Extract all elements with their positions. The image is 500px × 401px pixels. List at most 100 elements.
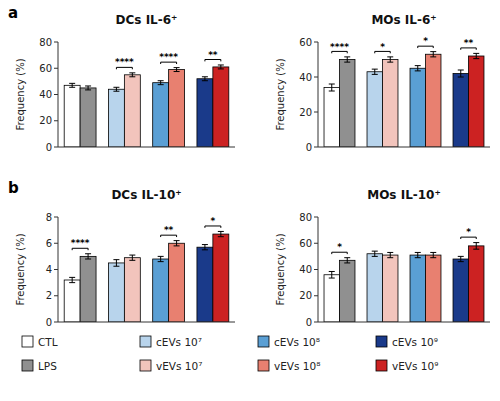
error-cap [85, 85, 91, 86]
y-axis-label: Frequency (%) [15, 233, 26, 305]
error-bar [430, 52, 436, 57]
error-bar [473, 53, 479, 58]
significance-label: **** [115, 57, 134, 67]
y-tick-label: 40 [39, 89, 52, 100]
error-cap [344, 257, 350, 258]
error-cap [158, 84, 164, 85]
error-bar [387, 57, 393, 62]
bar [197, 79, 213, 147]
y-tick [314, 217, 318, 218]
error-bar [69, 83, 75, 87]
error-bar [458, 70, 464, 77]
error-stem [204, 245, 205, 250]
error-stem [72, 83, 73, 87]
error-cap [415, 252, 421, 253]
error-cap [129, 255, 135, 256]
y-tick [314, 77, 318, 78]
panel-label: b [8, 179, 19, 197]
error-cap [174, 245, 180, 246]
error-cap [387, 252, 393, 253]
bar [124, 75, 140, 147]
x-axis [318, 322, 490, 323]
bar [169, 70, 185, 147]
title: DCs IL-10⁺ [111, 188, 181, 202]
error-cap [329, 278, 335, 279]
error-cap [458, 70, 464, 71]
error-cap [174, 240, 180, 241]
error-cap [113, 259, 119, 260]
y-tick [314, 269, 318, 270]
error-bar [129, 73, 135, 77]
bar [426, 255, 441, 322]
error-stem [460, 70, 461, 77]
error-cap [458, 77, 464, 78]
x-axis [318, 147, 490, 148]
significance-bracket [161, 62, 177, 64]
error-cap [473, 242, 479, 243]
significance-bracket [461, 48, 476, 50]
error-cap [218, 68, 224, 69]
error-bar [129, 255, 135, 260]
bar [383, 60, 398, 148]
error-cap [344, 262, 350, 263]
error-bar [113, 87, 119, 91]
significance-bracket [205, 60, 221, 62]
error-stem [390, 252, 391, 257]
error-stem [374, 69, 375, 74]
error-bar [415, 66, 421, 71]
legend-swatch [258, 336, 269, 347]
y-tick [314, 112, 318, 113]
error-cap [85, 89, 91, 90]
error-stem [88, 254, 89, 259]
bar [169, 243, 185, 322]
significance-label: * [337, 242, 342, 252]
y-tick-label: 0 [306, 317, 312, 328]
panel: 020406080**MOs IL-10⁺Frequency (%) [275, 188, 490, 328]
error-cap [430, 257, 436, 258]
error-cap [372, 256, 378, 257]
error-stem [347, 258, 348, 263]
error-stem [116, 260, 117, 267]
error-cap [69, 83, 75, 84]
error-cap [69, 277, 75, 278]
error-bar [372, 69, 378, 74]
legend-swatch [376, 336, 387, 347]
legend-label: cEVs 10⁷ [156, 336, 202, 348]
y-axis-label: Frequency (%) [15, 58, 26, 130]
panel: 020406080**********DCs IL-6⁺Frequency (%… [8, 4, 235, 153]
x-axis [58, 147, 235, 148]
bar [469, 56, 484, 147]
x-axis [58, 322, 235, 323]
y-tick [54, 217, 58, 218]
bar [426, 54, 441, 147]
y-axis [318, 42, 319, 147]
error-cap [202, 244, 208, 245]
bar [324, 88, 339, 148]
y-tick-label: 40 [299, 72, 312, 83]
bar [410, 255, 425, 322]
y-tick-label: 0 [46, 142, 52, 153]
bar [324, 275, 339, 322]
error-cap [129, 76, 135, 77]
y-tick [314, 243, 318, 244]
error-bar [372, 251, 378, 256]
bar [367, 254, 382, 322]
panel: 0204060********MOs IL-6⁺Frequency (%) [275, 13, 490, 153]
error-cap [415, 70, 421, 71]
error-stem [374, 251, 375, 256]
background [0, 0, 500, 401]
error-stem [176, 241, 177, 246]
title: DCs IL-6⁺ [116, 13, 178, 27]
error-bar [85, 254, 91, 259]
y-tick [54, 42, 58, 43]
bar [213, 67, 229, 147]
error-bar [430, 252, 436, 257]
error-stem [176, 68, 177, 72]
significance-bracket [161, 235, 177, 237]
significance-bracket [205, 226, 221, 228]
error-cap [69, 87, 75, 88]
y-tick-label: 60 [39, 63, 52, 74]
legend-label: vEVs 10⁹ [392, 360, 438, 372]
error-cap [113, 266, 119, 267]
significance-label: * [423, 36, 428, 46]
